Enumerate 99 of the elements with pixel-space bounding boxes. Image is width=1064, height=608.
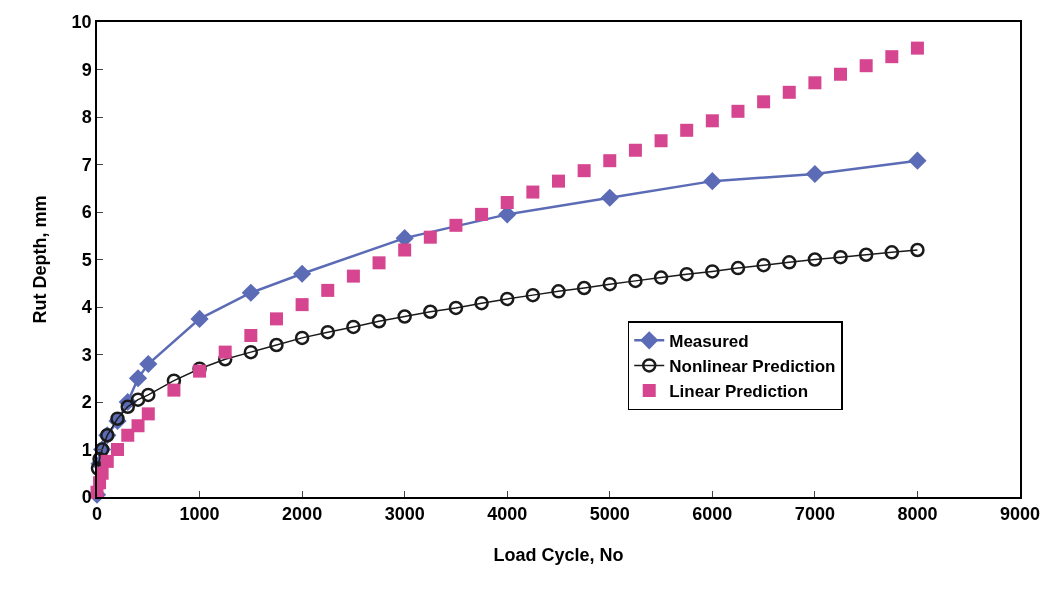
point: [321, 283, 335, 297]
point: [782, 85, 796, 99]
point: [910, 242, 925, 258]
point: [705, 114, 719, 128]
point: [139, 354, 158, 374]
x-tick-label: 2000: [282, 504, 323, 525]
point: [397, 309, 412, 324]
x-tick-label: 5000: [589, 504, 630, 525]
y-tick-label: 9: [81, 59, 92, 80]
point: [269, 337, 284, 353]
point: [372, 256, 386, 270]
point: [111, 443, 125, 456]
point: [320, 324, 335, 340]
x-tick-label: 8000: [897, 504, 938, 525]
legend-label: Nonlinear Prediction: [669, 357, 836, 377]
point: [269, 312, 283, 326]
x-tick-label: 9000: [999, 504, 1041, 525]
point: [423, 304, 438, 319]
point: [679, 266, 694, 282]
point: [346, 269, 360, 283]
point: [295, 298, 309, 312]
point: [346, 319, 361, 335]
point: [121, 428, 135, 442]
point: [653, 270, 669, 285]
point: [500, 196, 514, 209]
point: [808, 76, 822, 90]
point: [705, 264, 720, 279]
point: [859, 59, 873, 73]
point: [128, 369, 148, 388]
point: [244, 329, 258, 342]
point: [243, 344, 259, 360]
point: [782, 255, 797, 270]
point: [423, 230, 437, 244]
point: [885, 50, 899, 64]
point: [602, 276, 618, 292]
point: [131, 419, 145, 433]
x-tick-label: 6000: [692, 504, 733, 525]
point: [910, 41, 924, 55]
point: [110, 411, 125, 426]
x-tick-label: 3000: [384, 504, 425, 525]
x-axis-title: Load Cycle, No: [493, 544, 624, 565]
point: [371, 314, 387, 329]
point: [293, 264, 312, 283]
y-tick-label: 1: [81, 439, 92, 460]
point: [241, 283, 260, 302]
point: [475, 207, 489, 221]
point: [908, 151, 927, 170]
point: [190, 309, 209, 328]
x-tick-label: 1000: [179, 504, 220, 525]
point: [756, 257, 771, 273]
point: [680, 123, 694, 137]
point: [167, 383, 181, 397]
point: [218, 345, 232, 359]
y-tick-label: 6: [81, 202, 92, 223]
point: [807, 252, 823, 267]
point: [834, 67, 848, 81]
point: [141, 387, 156, 403]
point: [474, 295, 489, 311]
point: [525, 287, 541, 303]
point: [703, 172, 722, 191]
point: [130, 392, 146, 407]
point: [600, 188, 619, 207]
point: [603, 154, 617, 168]
point: [628, 273, 643, 289]
point: [833, 249, 848, 265]
y-axis-title: Rut Depth, mm: [30, 195, 51, 324]
y-tick-label: 0: [81, 487, 92, 508]
point: [858, 247, 874, 262]
y-tick-label: 8: [81, 107, 92, 128]
point: [526, 185, 540, 199]
point: [499, 291, 515, 307]
y-tick-label: 4: [81, 297, 92, 318]
x-tick-label: 7000: [794, 504, 835, 525]
point: [100, 454, 114, 468]
point: [757, 95, 771, 109]
point: [654, 134, 668, 148]
point: [449, 218, 463, 232]
point: [294, 330, 310, 346]
point: [577, 164, 591, 178]
point: [552, 174, 565, 188]
point: [120, 399, 136, 414]
y-tick-label: 7: [81, 154, 92, 175]
y-tick-label: 3: [81, 344, 92, 365]
point: [730, 260, 746, 276]
point: [551, 284, 566, 299]
point: [884, 245, 900, 260]
y-tick-label: 2: [81, 392, 92, 413]
point: [805, 164, 824, 184]
y-tick-label: 5: [81, 249, 92, 270]
point: [576, 280, 592, 296]
legend-label: Measured: [669, 331, 749, 351]
point: [448, 300, 464, 316]
point: [398, 243, 412, 257]
y-tick-label: 10: [71, 12, 92, 33]
point: [141, 407, 155, 421]
point: [628, 143, 642, 157]
x-tick-label: 4000: [487, 504, 528, 525]
point: [731, 104, 745, 118]
legend-label: Linear Prediction: [669, 382, 809, 402]
